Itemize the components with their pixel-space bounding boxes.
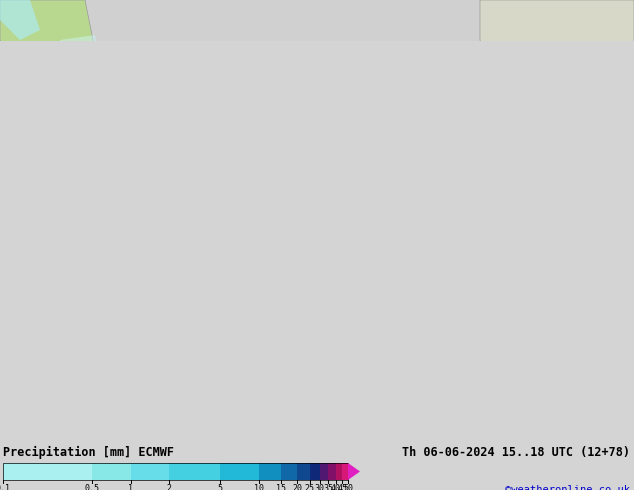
Bar xyxy=(520,130,590,190)
Bar xyxy=(500,160,590,240)
Bar xyxy=(460,400,540,450)
Bar xyxy=(169,463,220,480)
Bar xyxy=(510,250,630,390)
Polygon shape xyxy=(0,0,40,40)
Text: 0.5: 0.5 xyxy=(85,484,100,490)
Polygon shape xyxy=(380,230,460,295)
Text: Precipitation [mm] ECMWF: Precipitation [mm] ECMWF xyxy=(3,446,174,459)
Text: 30: 30 xyxy=(314,484,325,490)
Bar xyxy=(540,100,600,150)
Bar xyxy=(328,463,335,480)
Bar xyxy=(610,350,634,390)
Bar xyxy=(580,370,630,440)
Bar xyxy=(220,463,259,480)
Bar xyxy=(450,330,510,410)
Text: Th 06-06-2024 15..18 UTC (12+78): Th 06-06-2024 15..18 UTC (12+78) xyxy=(402,446,630,459)
Bar xyxy=(309,463,320,480)
Text: 15: 15 xyxy=(276,484,286,490)
Bar xyxy=(93,463,131,480)
Polygon shape xyxy=(0,120,60,200)
Bar xyxy=(490,310,590,430)
Bar xyxy=(131,463,169,480)
Text: 1: 1 xyxy=(128,484,133,490)
Text: 35: 35 xyxy=(323,484,333,490)
Text: 2: 2 xyxy=(167,484,172,490)
Text: 5: 5 xyxy=(217,484,223,490)
Polygon shape xyxy=(10,50,55,90)
Bar xyxy=(480,190,560,290)
Bar xyxy=(600,360,634,410)
Bar xyxy=(3,463,348,480)
Bar xyxy=(570,250,630,330)
Text: 10: 10 xyxy=(254,484,264,490)
Bar xyxy=(530,250,620,350)
Bar xyxy=(590,240,634,300)
Bar xyxy=(420,380,470,440)
Polygon shape xyxy=(0,0,110,210)
Text: ©weatheronline.co.uk: ©weatheronline.co.uk xyxy=(505,485,630,490)
Text: 20: 20 xyxy=(292,484,302,490)
Bar xyxy=(540,400,620,460)
Text: 0.1: 0.1 xyxy=(0,484,11,490)
Bar xyxy=(342,463,348,480)
Text: 25: 25 xyxy=(304,484,314,490)
Bar xyxy=(400,370,460,420)
Bar xyxy=(335,463,342,480)
Bar xyxy=(595,420,634,450)
Text: 50: 50 xyxy=(343,484,353,490)
Bar xyxy=(560,320,630,410)
Bar xyxy=(610,320,634,370)
Polygon shape xyxy=(60,35,100,70)
Bar xyxy=(281,463,297,480)
Bar xyxy=(3,463,93,480)
Text: 45: 45 xyxy=(337,484,347,490)
Text: 40: 40 xyxy=(330,484,340,490)
Polygon shape xyxy=(348,463,360,480)
Polygon shape xyxy=(480,0,634,180)
Bar xyxy=(259,463,281,480)
Bar xyxy=(320,463,328,480)
Polygon shape xyxy=(0,200,380,480)
Polygon shape xyxy=(0,90,30,130)
Bar xyxy=(580,360,630,430)
Bar xyxy=(297,463,309,480)
